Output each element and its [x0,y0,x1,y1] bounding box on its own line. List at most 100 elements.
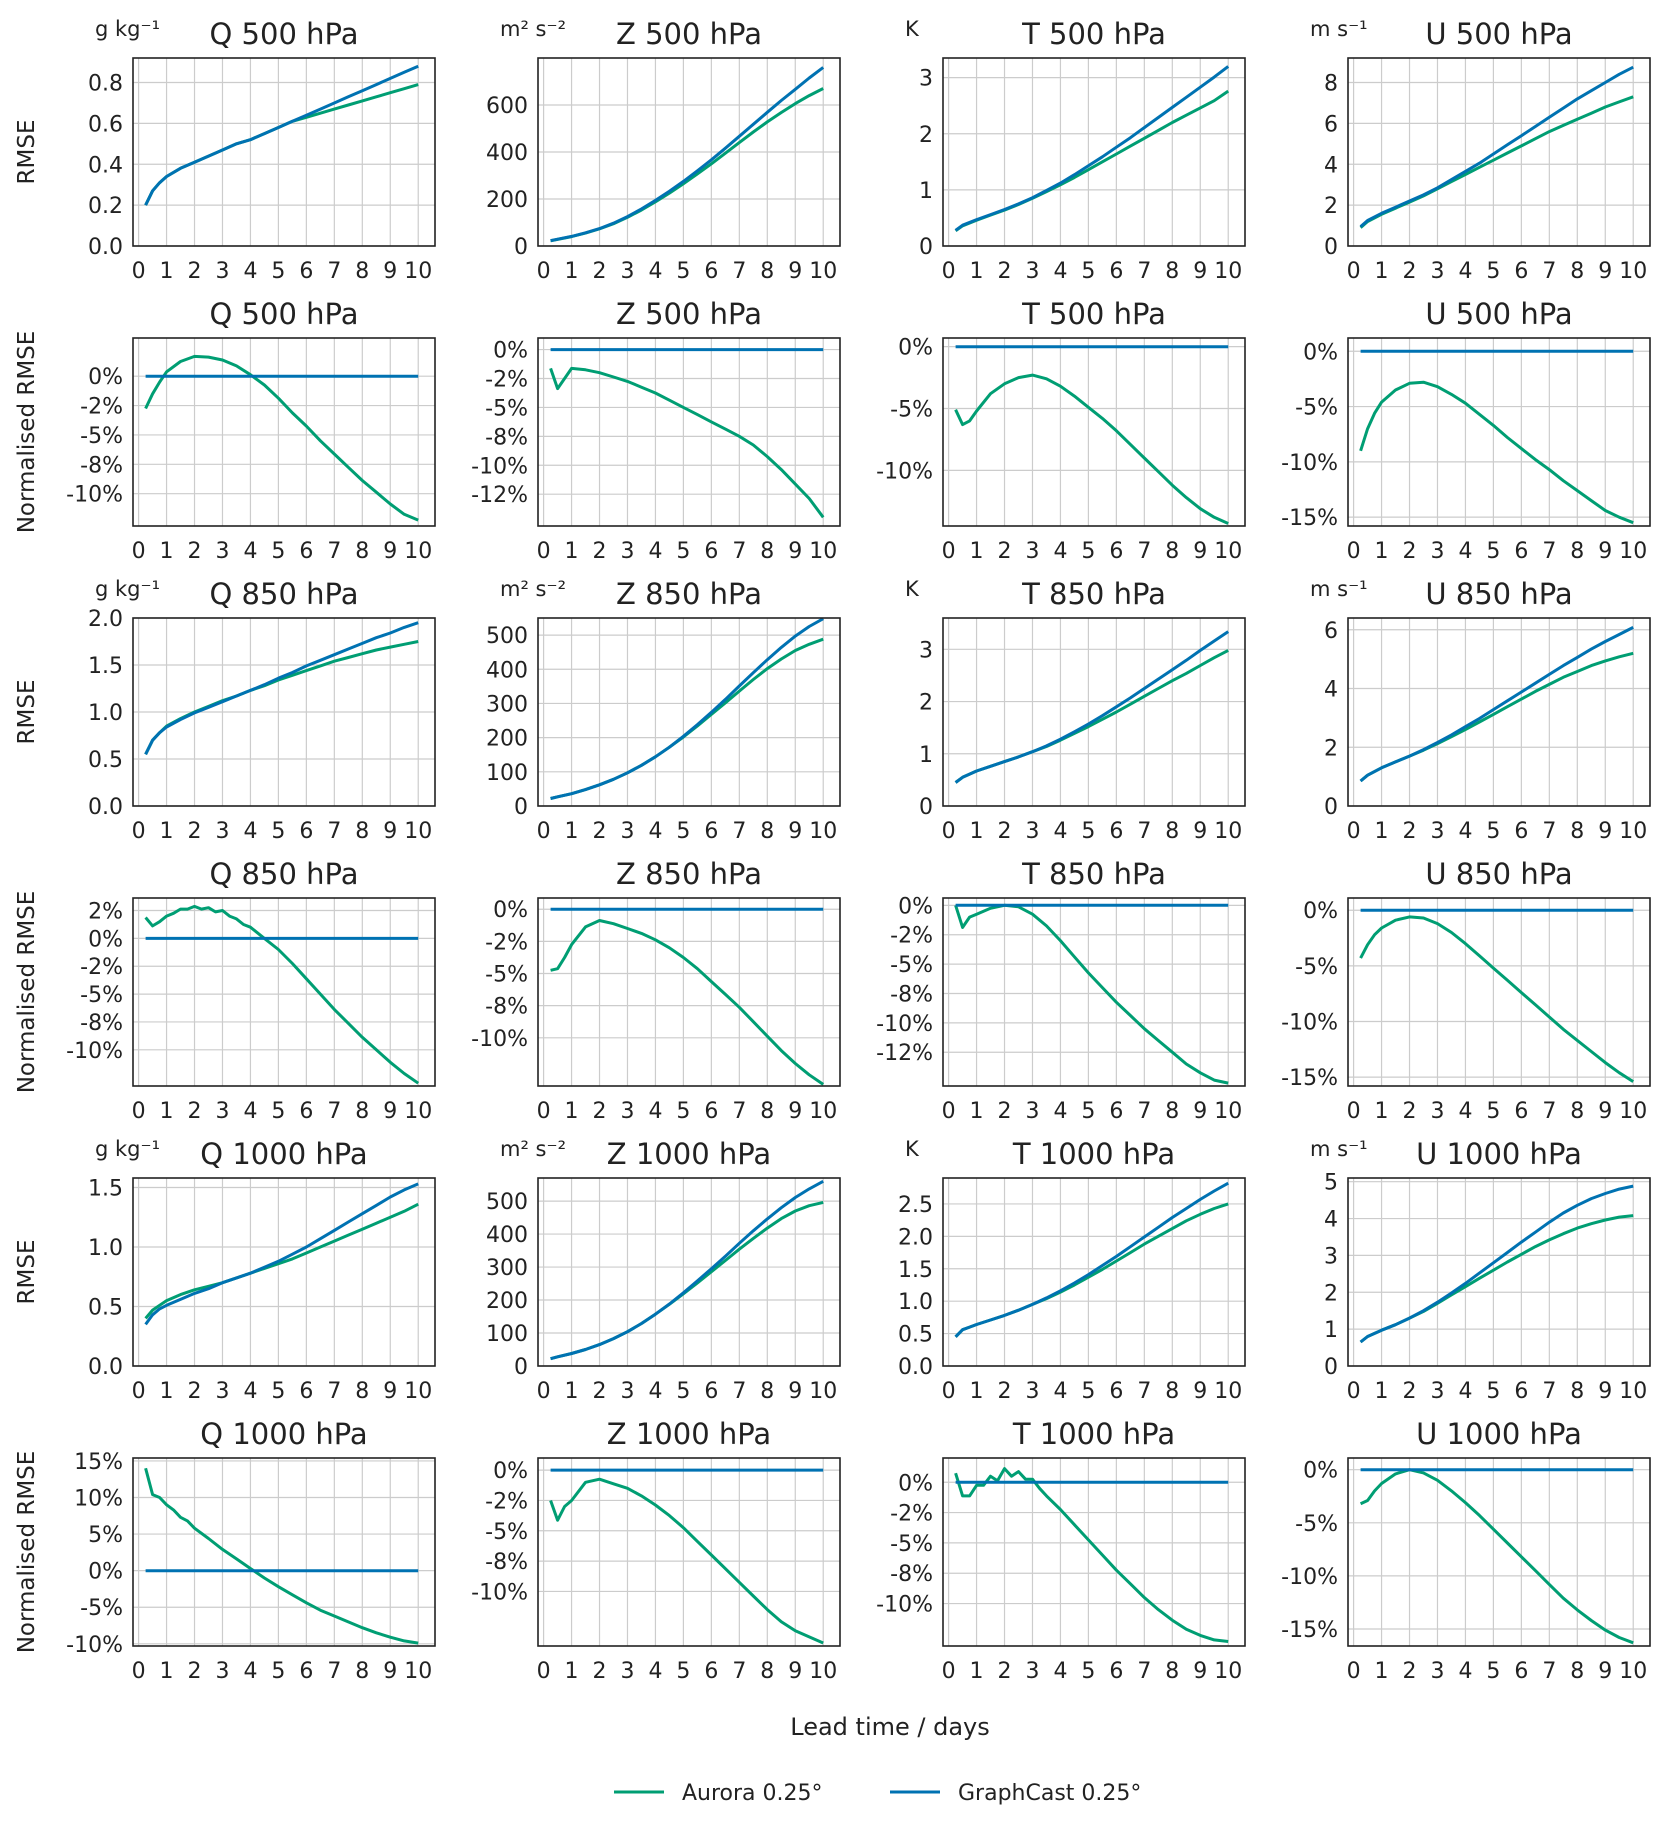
y-tick-label: -15% [1281,506,1338,531]
x-tick-label: 4 [1053,539,1067,564]
x-tick-label: 10 [809,1659,837,1684]
x-tick-label: 5 [271,1379,285,1404]
y-tick-label: 3 [919,638,933,663]
x-tick-label: 3 [215,259,229,284]
chart-panel: 0 1 2 3 4 5 6 7 8 9 10 0% -5% -10% -15% U 1000 hPa [1281,1417,1651,1684]
y-tick-label: -10% [1281,451,1338,476]
x-tick-label: 6 [1514,1099,1528,1124]
unit-label: m s⁻¹ [1310,577,1368,601]
x-tick-label: 2 [593,1379,607,1404]
y-tick-label: 8 [1324,72,1338,97]
x-tick-label: 4 [648,539,662,564]
x-tick-label: 9 [1193,819,1207,844]
legend-graphcast-label: GraphCast 0.25° [958,1781,1141,1806]
x-tick-label: 6 [299,1379,313,1404]
series-line-aurora [550,87,824,243]
x-tick-label: 10 [1619,819,1647,844]
y-tick-label: 400 [486,658,528,683]
x-tick-label: 10 [404,1379,432,1404]
axes-frame [132,897,436,1087]
x-tick-label: 7 [1137,259,1151,284]
x-tick-label: 4 [648,259,662,284]
x-tick-label: 7 [1137,1099,1151,1124]
x-tick-label: 5 [676,539,690,564]
y-tick-label: 4 [1324,153,1338,178]
y-tick-label: 0.5 [88,1296,123,1321]
axes-frame [537,57,841,247]
x-tick-label: 9 [788,259,802,284]
x-tick-label: 1 [565,539,579,564]
x-tick-label: 9 [1598,1099,1612,1124]
x-tick-label: 4 [648,1659,662,1684]
x-tick-label: 0 [537,1379,551,1404]
chart-title: Z 500 hPa [616,297,762,331]
x-tick-label: 9 [1598,1379,1612,1404]
y-tick-label: 400 [486,141,528,166]
axes-frame [942,337,1246,527]
x-tick-label: 10 [1214,819,1242,844]
chart-title: Q 850 hPa [210,857,359,891]
x-tick-label: 2 [1403,539,1417,564]
x-tick-label: 0 [132,1099,146,1124]
series-line-aurora [144,1467,419,1645]
y-tick-label: 3 [1324,1244,1338,1269]
x-tick-label: 3 [620,1659,634,1684]
y-tick-label: 2.0 [88,607,123,632]
x-tick-label: 5 [676,1379,690,1404]
chart-title: Q 1000 hPa [200,1417,367,1451]
y-tick-label: -8% [485,995,528,1020]
axes-frame [537,337,841,527]
y-tick-label: 0% [898,894,933,919]
y-tick-label: -5% [80,424,123,449]
y-tick-label: 0 [514,795,528,820]
x-tick-label: 3 [1430,259,1444,284]
x-tick-label: 9 [383,1099,397,1124]
chart-title: U 850 hPa [1425,577,1572,611]
x-tick-label: 8 [1165,1379,1179,1404]
y-tick-label: 0 [919,235,933,260]
x-tick-label: 10 [1214,1659,1242,1684]
chart-title: Z 1000 hPa [607,1417,771,1451]
series-line-aurora [1359,915,1635,1083]
x-tick-label: 1 [970,539,984,564]
series-line-graphcast [954,630,1230,784]
x-tick-label: 5 [1486,259,1500,284]
series-line-aurora [550,637,824,800]
chart-title: Z 500 hPa [616,17,762,51]
y-tick-label: 5 [1324,1171,1338,1196]
series-line-graphcast [954,1181,1229,1338]
y-tick-label: 1.0 [898,1290,933,1315]
x-tick-label: 2 [188,1659,202,1684]
chart-title: T 850 hPa [1021,577,1166,611]
x-tick-label: 3 [215,1099,229,1124]
x-tick-label: 0 [132,1659,146,1684]
axes-frame [132,1177,436,1367]
axes-frame [942,1457,1246,1647]
series-line-aurora [144,640,419,755]
x-tick-label: 7 [732,539,746,564]
x-tick-label: 1 [565,819,579,844]
y-tick-label: 2 [919,691,933,716]
x-tick-label: 6 [1514,539,1528,564]
legend: Aurora 0.25° GraphCast 0.25° [614,1781,1141,1806]
x-tick-label: 0 [942,259,956,284]
series-line-aurora [144,83,419,206]
y-tick-label: -5% [80,983,123,1008]
x-tick-label: 8 [760,1659,774,1684]
axes-frame [1347,1457,1651,1647]
y-tick-label: 100 [486,761,528,786]
x-tick-label: 5 [271,539,285,564]
x-tick-label: 10 [1619,1659,1647,1684]
x-tick-label: 4 [1458,1099,1472,1124]
x-tick-label: 8 [760,819,774,844]
x-tick-label: 4 [1053,819,1067,844]
x-tick-label: 6 [704,259,718,284]
axes-frame [132,1457,436,1647]
y-tick-label: -12% [876,1041,933,1066]
x-tick-label: 8 [760,1099,774,1124]
x-tick-label: 7 [1542,1379,1556,1404]
y-tick-label: -2% [485,1489,528,1514]
y-tick-label: -2% [80,955,123,980]
x-tick-label: 4 [1458,539,1472,564]
axes-frame [1347,1177,1651,1367]
